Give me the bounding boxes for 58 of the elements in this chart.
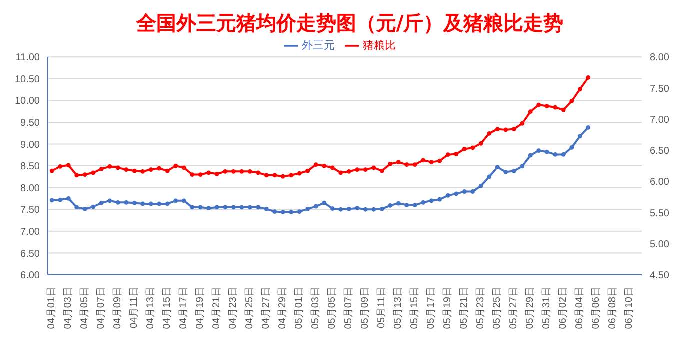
y2-tick-label: 4.50 bbox=[650, 270, 670, 282]
x-tick-label: 06月02日 bbox=[558, 287, 570, 330]
legend-label: 外三元 bbox=[302, 40, 335, 52]
x-tick-label: 04月23日 bbox=[228, 287, 240, 330]
y-tick-label: 6.50 bbox=[20, 248, 40, 260]
x-tick-label: 05月11日 bbox=[376, 287, 388, 329]
y-tick-label: 7.50 bbox=[20, 205, 40, 216]
x-tick-label: 04月15日 bbox=[162, 287, 174, 330]
x-tick-label: 05月03日 bbox=[310, 287, 322, 330]
y-tick-label: 11.00 bbox=[16, 52, 40, 64]
x-tick-label: 05月01日 bbox=[294, 287, 306, 330]
y-tick-label: 6.00 bbox=[20, 270, 40, 282]
x-tick-label: 04月27日 bbox=[261, 287, 272, 330]
y-tick-label: 8.00 bbox=[20, 183, 40, 194]
x-tick-label: 05月17日 bbox=[426, 287, 438, 330]
x-tick-label: 04月17日 bbox=[178, 287, 190, 330]
x-tick-label: 05月27日 bbox=[508, 287, 520, 330]
y2-tick-label: 7.50 bbox=[650, 84, 670, 95]
y2-tick-label: 8.00 bbox=[650, 52, 670, 64]
x-tick-label: 05月21日 bbox=[459, 287, 470, 330]
x-tick-label: 04月11日 bbox=[129, 287, 140, 329]
x-tick-label: 06月06日 bbox=[591, 287, 602, 330]
y-tick-label: 10.50 bbox=[14, 74, 40, 86]
x-tick-label: 04月25日 bbox=[244, 287, 256, 330]
x-tick-label: 04月07日 bbox=[96, 287, 108, 330]
x-tick-label: 05月25日 bbox=[492, 287, 504, 330]
x-tick-label: 06月04日 bbox=[574, 287, 586, 330]
x-tick-label: 04月13日 bbox=[146, 287, 157, 330]
x-tick-label: 05月29日 bbox=[525, 287, 536, 330]
x-tick-label: 05月05日 bbox=[327, 287, 338, 330]
x-tick-label: 04月01日 bbox=[46, 287, 58, 330]
y2-tick-label: 7.00 bbox=[650, 114, 670, 126]
x-tick-label: 04月21日 bbox=[212, 287, 223, 330]
y2-tick-label: 6.00 bbox=[650, 177, 670, 188]
x-tick-label: 06月10日 bbox=[624, 287, 636, 330]
x-tick-label: 04月09日 bbox=[112, 287, 124, 330]
x-tick-label: 06月08日 bbox=[608, 287, 619, 330]
x-tick-label: 04月29日 bbox=[278, 287, 289, 330]
y2-tick-label: 6.50 bbox=[650, 146, 670, 158]
x-tick-label: 04月05日 bbox=[80, 287, 91, 330]
y-tick-label: 8.50 bbox=[20, 162, 40, 173]
x-tick-label: 05月13日 bbox=[393, 287, 404, 330]
y-tick-label: 9.50 bbox=[20, 118, 40, 130]
y-tick-label: 9.00 bbox=[20, 140, 40, 151]
x-tick-label: 05月23日 bbox=[476, 287, 487, 330]
x-tick-label: 05月31日 bbox=[542, 287, 553, 330]
x-tick-label: 04月03日 bbox=[63, 287, 74, 330]
x-tick-label: 05月19日 bbox=[442, 287, 454, 330]
legend-label: 猪粮比 bbox=[363, 40, 396, 52]
y-tick-label: 10.00 bbox=[14, 96, 40, 108]
x-tick-label: 05月07日 bbox=[344, 287, 355, 330]
y2-tick-label: 5.00 bbox=[650, 239, 670, 250]
x-tick-label: 05月09日 bbox=[360, 287, 372, 330]
x-tick-label: 05月15日 bbox=[410, 287, 421, 330]
x-tick-label: 04月19日 bbox=[195, 287, 206, 330]
y2-tick-label: 5.50 bbox=[650, 208, 670, 220]
chart-title: 全国外三元猪均价走势图（元/斤）及猪粮比走势 bbox=[135, 10, 565, 37]
y-tick-label: 7.00 bbox=[20, 226, 40, 238]
